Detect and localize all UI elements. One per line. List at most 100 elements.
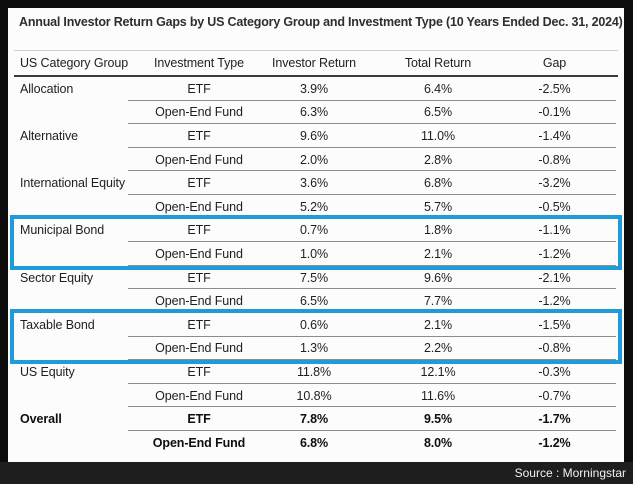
cell-category-group: Allocation	[20, 81, 74, 96]
cell-total-return: 6.5%	[423, 105, 453, 120]
header-total-return: Total Return	[404, 56, 472, 70]
cell-gap: -0.5%	[538, 199, 571, 214]
cell-investor-return: 6.5%	[299, 294, 329, 309]
row-separator	[128, 264, 616, 266]
cell-gap: -1.2%	[538, 294, 571, 309]
table-row: Allocation ETF 3.9% 6.4% -2.5%	[14, 77, 618, 101]
row-separator	[128, 311, 616, 313]
cell-investor-return: 0.6%	[299, 317, 329, 332]
cell-investor-return: 10.8%	[296, 388, 332, 403]
cell-investment-type: ETF	[187, 270, 211, 285]
cell-category-group: Municipal Bond	[20, 223, 105, 238]
cell-investor-return: 1.3%	[299, 341, 329, 356]
cell-gap: -0.1%	[538, 105, 571, 120]
cell-investment-type: ETF	[187, 81, 211, 96]
cell-investor-return: 2.0%	[299, 152, 329, 167]
cell-investment-type: Open-End Fund	[155, 105, 243, 120]
table-row: Municipal Bond ETF 0.7% 1.8% -1.1%	[14, 217, 618, 243]
row-separator	[128, 123, 616, 125]
cell-investor-return: 1.0%	[299, 246, 329, 261]
table-row: Open-End Fund 1.3% 2.2% -0.8%	[14, 335, 618, 361]
cell-total-return: 9.5%	[423, 412, 453, 427]
cell-investor-return: 3.9%	[299, 81, 329, 96]
chart-title: Annual Investor Return Gaps by US Catego…	[19, 15, 623, 29]
cell-total-return: 6.8%	[423, 176, 453, 191]
cell-gap: -3.2%	[538, 176, 571, 191]
cell-investor-return: 6.8%	[299, 435, 329, 450]
cell-category-group: Taxable Bond	[20, 317, 95, 332]
row-separator	[128, 359, 616, 361]
cell-category-group: US Equity	[20, 364, 75, 379]
cell-category-group: Overall	[20, 412, 62, 427]
table-row: Open-End Fund 2.0% 2.8% -0.8%	[14, 146, 618, 172]
cell-total-return: 5.7%	[423, 199, 453, 214]
cell-gap: -2.1%	[538, 270, 571, 285]
cell-total-return: 2.1%	[423, 317, 453, 332]
cell-investment-type: Open-End Fund	[152, 435, 246, 450]
cell-investment-type: Open-End Fund	[155, 199, 243, 214]
cell-investor-return: 7.5%	[299, 270, 329, 285]
cell-total-return: 7.7%	[423, 294, 453, 309]
row-separator	[128, 193, 616, 195]
header-us-category-group: US Category Group	[20, 56, 129, 70]
table-row: Sector Equity ETF 7.5% 9.6% -2.1%	[14, 264, 618, 290]
cell-investment-type: Open-End Fund	[155, 388, 243, 403]
table-panel: Annual Investor Return Gaps by US Catego…	[8, 8, 624, 462]
table-row: Overall ETF 7.8% 9.5% -1.7%	[14, 406, 618, 431]
cell-gap: -0.3%	[538, 364, 571, 379]
cell-investor-return: 5.2%	[299, 199, 329, 214]
table-rows: Allocation ETF 3.9% 6.4% -2.5% Open-End Fund 6…	[14, 77, 618, 455]
cell-investment-type: ETF	[187, 412, 211, 427]
cell-total-return: 1.8%	[423, 223, 453, 238]
header-investor-return: Investor Return	[272, 56, 356, 70]
header-investment-type: Investment Type	[154, 56, 244, 70]
cell-category-group: Alternative	[20, 128, 78, 143]
cell-gap: -1.2%	[538, 246, 571, 261]
row-separator	[128, 146, 616, 148]
row-separator	[128, 217, 616, 219]
cell-gap: -2.5%	[538, 81, 571, 96]
row-separator	[128, 241, 616, 243]
cell-gap: -1.2%	[538, 435, 571, 450]
row-separator	[128, 99, 616, 101]
cell-gap: -0.7%	[538, 388, 571, 403]
cell-total-return: 12.1%	[420, 364, 456, 379]
cell-total-return: 8.0%	[423, 435, 453, 450]
table-row: Open-End Fund 1.0% 2.1% -1.2%	[14, 241, 618, 266]
cell-investor-return: 7.8%	[299, 412, 329, 427]
cell-gap: -1.5%	[538, 317, 571, 332]
cell-investment-type: ETF	[187, 128, 211, 143]
row-separator	[128, 288, 616, 290]
source-bar: Source : Morningstar	[0, 462, 633, 484]
row-separator	[128, 382, 616, 384]
cell-investor-return: 9.6%	[299, 128, 329, 143]
cell-gap: -0.8%	[538, 152, 571, 167]
cell-total-return: 6.4%	[423, 81, 453, 96]
cell-investor-return: 6.3%	[299, 105, 329, 120]
cell-investment-type: ETF	[187, 317, 211, 332]
table-row: US Equity ETF 11.8% 12.1% -0.3%	[14, 359, 618, 384]
cell-investment-type: Open-End Fund	[155, 246, 243, 261]
row-separator	[128, 170, 616, 172]
cell-investor-return: 11.8%	[296, 364, 331, 379]
cell-investment-type: Open-End Fund	[155, 152, 243, 167]
cell-total-return: 2.2%	[423, 341, 453, 356]
table-row: International Equity ETF 3.6% 6.8% -3.2%	[14, 170, 618, 195]
table-header-row: US Category Group Investment Type Invest…	[14, 50, 618, 77]
cell-investment-type: ETF	[187, 223, 211, 238]
row-separator	[128, 406, 616, 408]
table-row: Open-End Fund 6.3% 6.5% -0.1%	[14, 99, 618, 125]
source-label: Source : Morningstar	[514, 466, 626, 480]
cell-gap: -0.8%	[538, 341, 571, 356]
cell-gap: -1.4%	[538, 128, 571, 143]
table-row: Alternative ETF 9.6% 11.0% -1.4%	[14, 123, 618, 148]
header-gap: Gap	[542, 56, 567, 70]
cell-investor-return: 0.7%	[299, 223, 329, 238]
cell-category-group: Sector Equity	[20, 270, 94, 285]
cell-category-group: International Equity	[20, 176, 126, 191]
cell-total-return: 2.1%	[423, 246, 453, 261]
cell-gap: -1.1%	[538, 223, 571, 238]
cell-investment-type: Open-End Fund	[155, 341, 243, 356]
cell-investment-type: ETF	[187, 176, 211, 191]
